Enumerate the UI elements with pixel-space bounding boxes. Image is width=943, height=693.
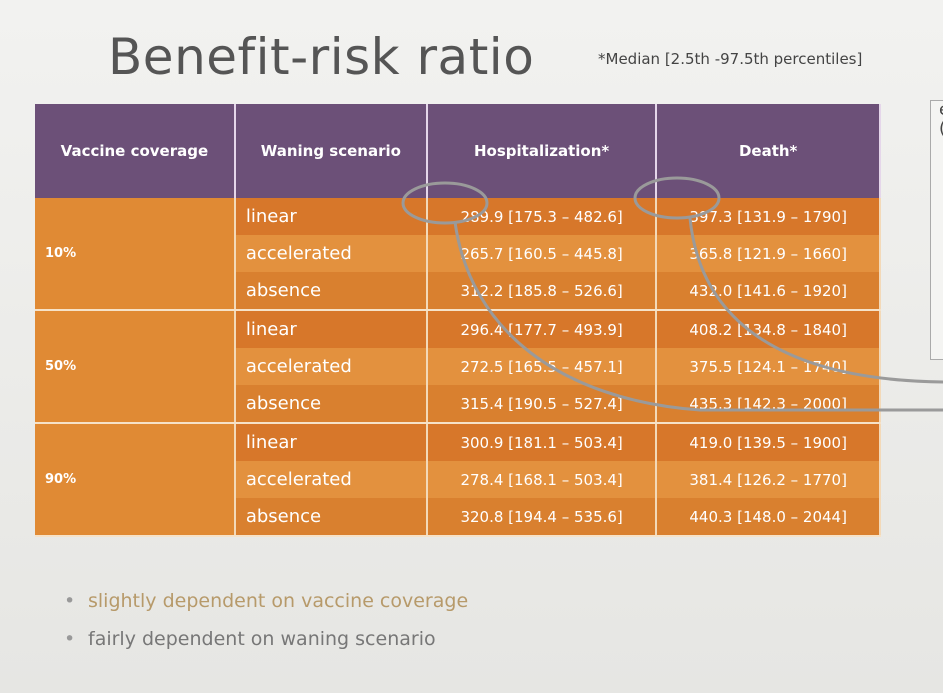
hospitalization-cell: 289.9 [175.3 – 482.6] [426, 198, 658, 235]
scenario-cell: linear [234, 423, 428, 461]
table-row: 10% linear 289.9 [175.3 – 482.6] 397.3 [131… [35, 198, 881, 311]
header-row: Vaccine coverage Waning scenario Hospitali… [35, 104, 881, 198]
slide-title: Benefit-risk ratio [108, 28, 535, 86]
hospitalization-cell: 315.4 [190.5 – 527.4] [426, 385, 658, 424]
death-cell: 397.3 [131.9 – 1790] [656, 198, 881, 235]
hospitalization-cell: 320.8 [194.4 – 535.6] [426, 498, 658, 537]
death-cell: 365.8 [121.9 – 1660] [656, 235, 881, 272]
bullet: fairly dependent on waning scenario [64, 628, 468, 650]
death-cell: 408.2 [134.8 – 1840] [656, 310, 881, 348]
hospitalization-cell: 278.4 [168.1 – 503.4] [426, 461, 658, 498]
header-cell: Hospitalization* [426, 104, 658, 198]
scenario-cell: linear [234, 198, 428, 235]
side-text: (ma [931, 120, 943, 139]
hospitalization-cell: 296.4 [177.7 – 493.9] [426, 310, 658, 348]
scenario-cell: absence [234, 385, 428, 424]
hospitalization-cell: 265.7 [160.5 – 445.8] [426, 235, 658, 272]
coverage-cell: 90% [35, 423, 236, 537]
scenario-cell: accelerated [234, 348, 428, 385]
death-cell: 419.0 [139.5 – 1900] [656, 423, 881, 461]
header-cell: Waning scenario [234, 104, 428, 198]
death-cell: 381.4 [126.2 – 1770] [656, 461, 881, 498]
scenario-cell: absence [234, 272, 428, 311]
table-row: absence 320.8 [194.4 – 535.6] 440.3 [148.0… [35, 498, 881, 537]
hospitalization-cell: 312.2 [185.8 – 526.6] [426, 272, 658, 311]
table-body: 10% linear 289.9 [175.3 – 482.6] 397.3 [131… [35, 198, 881, 537]
death-cell: 435.3 [142.3 – 2000] [656, 385, 881, 424]
results-table: Vaccine coverage Waning scenario Hospitali… [35, 104, 881, 537]
death-cell: 440.3 [148.0 – 2044] [656, 498, 881, 537]
hospitalization-cell: 272.5 [165.5 – 457.1] [426, 348, 658, 385]
death-cell: 375.5 [124.1 – 1740] [656, 348, 881, 385]
side-text: exa [931, 101, 943, 120]
table-row: 90% linear 300.9 [181.1 – 503.4] 419.0 [139… [35, 423, 881, 537]
table-row: accelerated 278.4 [168.1 – 503.4] 381.4 [1… [35, 461, 881, 498]
death-cell: 432.0 [141.6 – 1920] [656, 272, 881, 311]
scenario-cell: linear [234, 310, 428, 348]
hospitalization-cell: 300.9 [181.1 – 503.4] [426, 423, 658, 461]
table-row: 50% linear 296.4 [177.7 – 493.9] 408.2 [134… [35, 310, 881, 424]
footnote: *Median [2.5th -97.5th percentiles] [598, 50, 863, 68]
bullet: slightly dependent on vaccine coverage [64, 590, 468, 612]
side-box: exa(ma [930, 100, 943, 360]
scenario-cell: accelerated [234, 235, 428, 272]
coverage-cell: 10% [35, 198, 236, 311]
coverage-cell: 50% [35, 310, 236, 424]
bullet-list: slightly dependent on vaccine coverage fa… [60, 590, 468, 666]
header-cell: Vaccine coverage [35, 104, 236, 198]
scenario-cell: absence [234, 498, 428, 537]
scenario-cell: accelerated [234, 461, 428, 498]
header-cell: Death* [656, 104, 881, 198]
